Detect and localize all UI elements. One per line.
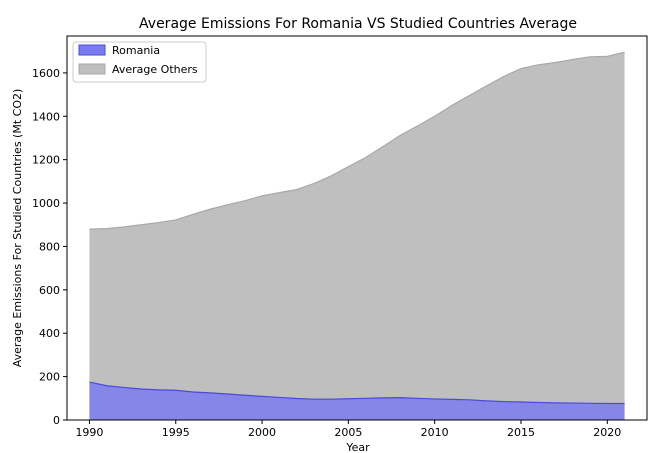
plot-frame: [66, 35, 648, 421]
plot-area: [89, 51, 625, 421]
y-tick-label: 1000: [32, 197, 60, 210]
y-tick-label: 800: [39, 240, 60, 253]
x-tick-label: 2010: [421, 426, 449, 439]
x-axis: 1990 1995 2000 2005 2010 2015 2020: [75, 420, 621, 439]
legend-swatch-romania: [78, 44, 106, 56]
y-tick-label: 1600: [32, 67, 60, 80]
y-tick-label: 0: [53, 414, 60, 427]
x-tick-label: 2005: [334, 426, 362, 439]
y-axis-label: Average Emissions For Studied Countries …: [11, 89, 24, 368]
area-romania: [89, 382, 625, 420]
x-tick-label: 2015: [507, 426, 535, 439]
chart-title: Average Emissions For Romania VS Studied…: [139, 16, 577, 32]
legend-swatch-average-others: [78, 63, 106, 75]
legend: Romania Average Others: [72, 41, 207, 83]
y-tick-label: 400: [39, 327, 60, 340]
x-tick-label: 1995: [162, 426, 190, 439]
legend-label-average-others: Average Others: [112, 63, 198, 76]
line-average-others: [89, 51, 625, 230]
x-tick-label: 1990: [75, 426, 103, 439]
y-axis: 0 200 400 600 800 1000 1200 1400 1600: [32, 67, 67, 427]
line-romania: [89, 381, 625, 405]
x-tick-label: 2020: [593, 426, 621, 439]
y-tick-label: 1400: [32, 110, 60, 123]
x-axis-label: Year: [345, 441, 370, 453]
x-tick-label: 2000: [248, 426, 276, 439]
y-tick-label: 1200: [32, 154, 60, 167]
legend-box: [72, 41, 207, 83]
y-tick-label: 200: [39, 371, 60, 384]
area-average-others: [89, 52, 625, 421]
legend-label-romania: Romania: [112, 44, 160, 57]
y-tick-label: 600: [39, 284, 60, 297]
